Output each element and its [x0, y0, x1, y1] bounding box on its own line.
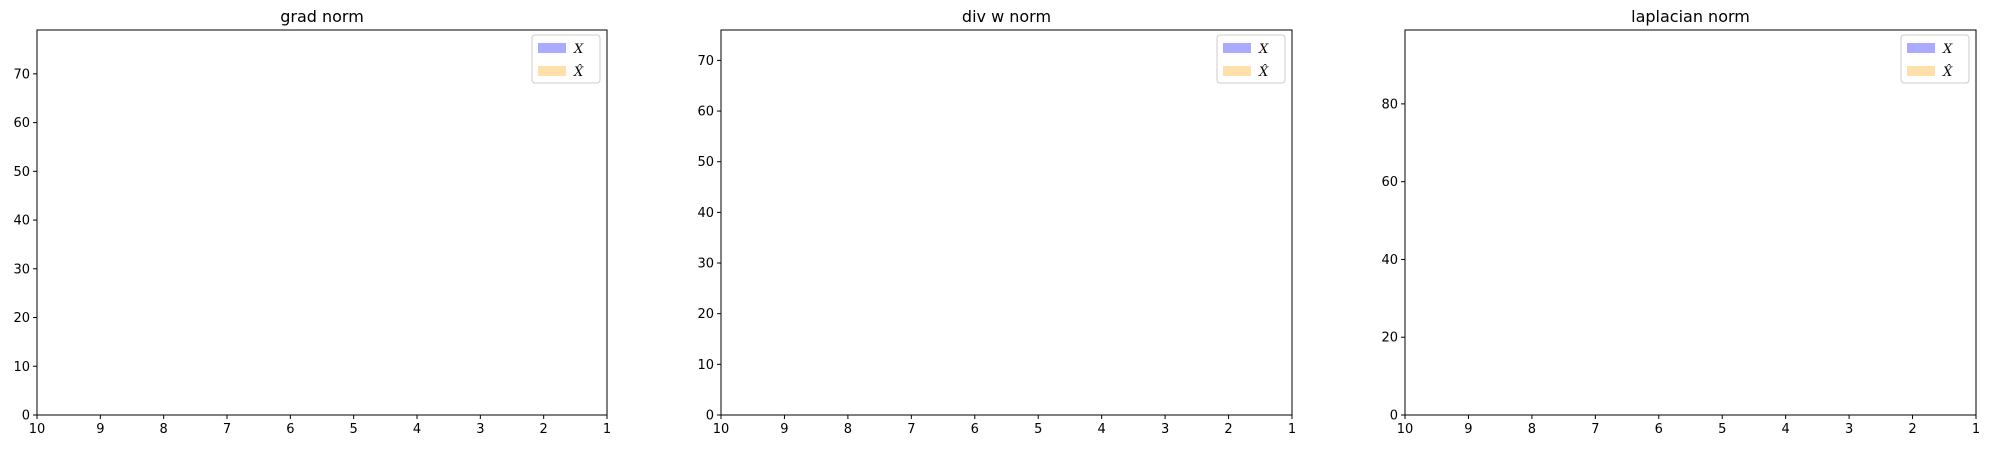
x-tick-label: 4 [1782, 422, 1790, 437]
x-tick-label: 3 [1161, 422, 1169, 437]
legend-label: X [1258, 42, 1269, 57]
y-tick-label: 0 [22, 409, 30, 424]
legend: X X̂ [1216, 34, 1286, 84]
x-tick-label: 5 [1718, 422, 1726, 437]
y-tick-label: 30 [13, 262, 30, 277]
y-tick-label: 60 [697, 105, 714, 120]
legend-label: X̂ [1258, 64, 1269, 80]
x-tick-label: 1 [603, 422, 611, 437]
y-tick-label: 20 [697, 307, 714, 322]
x-tick-label: 2 [1224, 422, 1232, 437]
x-tick-label: 1 [1972, 422, 1980, 437]
chart-title: grad norm [280, 7, 364, 26]
x-tick-label: 8 [844, 422, 852, 437]
x-tick-label: 7 [1591, 422, 1599, 437]
axes-frame [1404, 29, 1977, 416]
legend-swatch [1223, 43, 1251, 53]
y-tick-label: 10 [13, 360, 30, 375]
y-tick-label: 50 [13, 165, 30, 180]
x-tick-label: 9 [780, 422, 788, 437]
legend-swatch [538, 43, 566, 53]
legend-swatch [1907, 66, 1935, 76]
y-tick-label: 0 [706, 409, 714, 424]
y-tick-label: 80 [1381, 97, 1398, 112]
x-tick-label: 3 [476, 422, 484, 437]
x-tick-label: 10 [713, 422, 730, 437]
x-tick-label: 3 [1845, 422, 1853, 437]
y-tick-label: 40 [13, 214, 30, 229]
x-tick-label: 6 [971, 422, 979, 437]
y-tick-label: 40 [1381, 253, 1398, 268]
x-tick-label: 6 [1655, 422, 1663, 437]
x-tick-label: 2 [1908, 422, 1916, 437]
y-tick-label: 70 [13, 67, 30, 82]
y-tick-label: 70 [697, 54, 714, 69]
x-tick-label: 6 [286, 422, 294, 437]
x-tick-label: 5 [1034, 422, 1042, 437]
legend-swatch [538, 66, 566, 76]
axes-frame [720, 29, 1293, 416]
x-tick-label: 10 [29, 422, 46, 437]
legend: X X̂ [531, 34, 601, 84]
chart-title: div w norm [962, 7, 1051, 26]
x-tick-label: 1 [1288, 422, 1296, 437]
y-tick-label: 60 [1381, 175, 1398, 190]
x-tick-label: 5 [350, 422, 358, 437]
y-tick-label: 40 [697, 206, 714, 221]
x-tick-label: 8 [160, 422, 168, 437]
x-tick-label: 8 [1528, 422, 1536, 437]
legend-label: X [573, 42, 584, 57]
legend-label: X [1942, 42, 1953, 57]
x-tick-label: 9 [96, 422, 104, 437]
legend: X X̂ [1900, 34, 1970, 84]
x-tick-label: 2 [540, 422, 548, 437]
y-tick-label: 20 [13, 311, 30, 326]
chart-title: laplacian norm [1631, 7, 1750, 26]
y-tick-label: 60 [13, 116, 30, 131]
y-tick-label: 50 [697, 155, 714, 170]
y-tick-label: 20 [1381, 331, 1398, 346]
axes-frame [36, 29, 608, 416]
x-tick-label: 7 [907, 422, 915, 437]
y-tick-label: 0 [1390, 409, 1398, 424]
y-tick-label: 10 [697, 358, 714, 373]
legend-swatch [1223, 66, 1251, 76]
x-tick-label: 4 [1098, 422, 1106, 437]
legend-label: X̂ [1942, 64, 1953, 80]
legend-label: X̂ [573, 64, 584, 80]
x-tick-label: 4 [413, 422, 421, 437]
legend-swatch [1907, 43, 1935, 53]
y-tick-label: 30 [697, 257, 714, 272]
x-tick-label: 10 [1397, 422, 1414, 437]
x-tick-label: 7 [223, 422, 231, 437]
x-tick-label: 9 [1464, 422, 1472, 437]
